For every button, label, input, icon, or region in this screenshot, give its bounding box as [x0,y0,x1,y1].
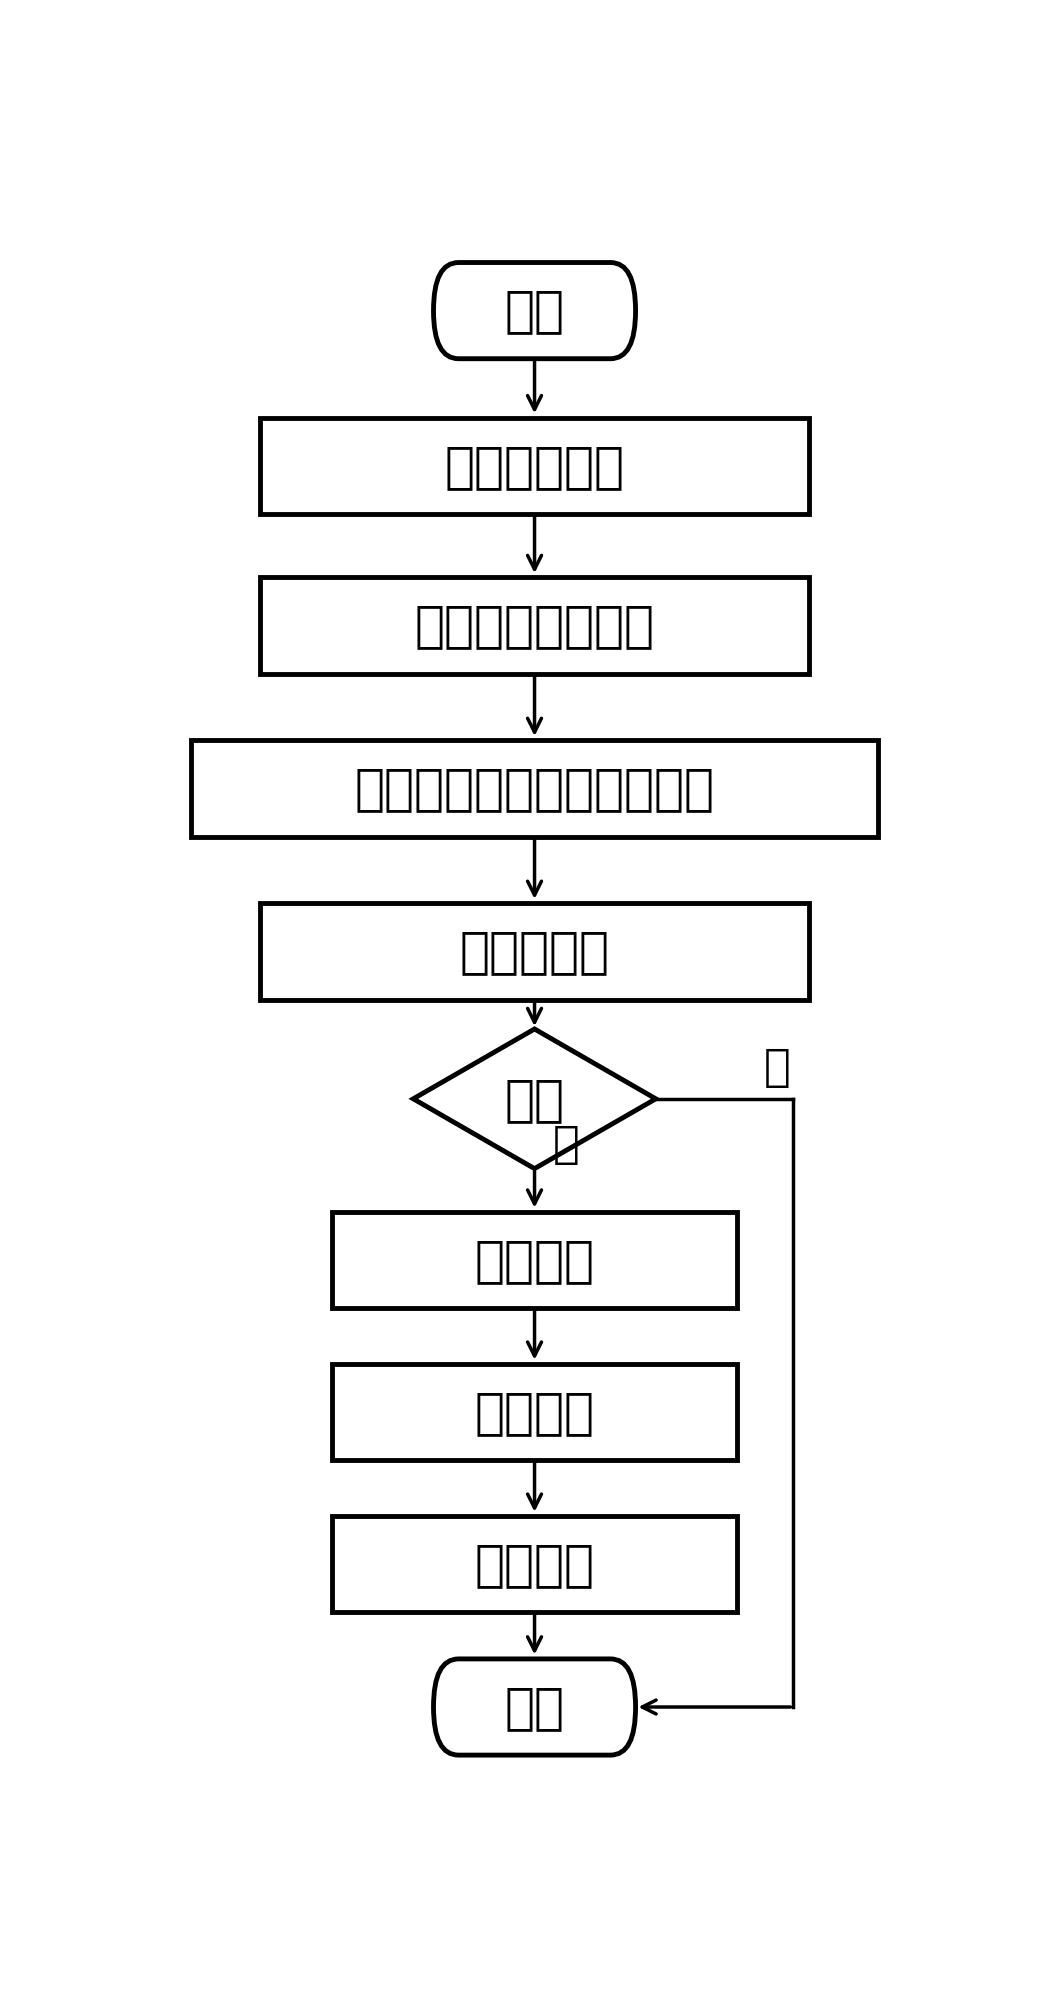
Text: 是: 是 [763,1045,791,1088]
Bar [260,904,809,1001]
Text: 收敛: 收敛 [505,1075,564,1124]
Text: 构建等效模型: 构建等效模型 [444,443,625,491]
Polygon shape [413,1029,656,1168]
Text: 构建柔性变形单元并初始化: 构建柔性变形单元并初始化 [355,765,714,814]
Text: 次脉生长: 次脉生长 [475,1388,595,1436]
Text: 有限元分析: 有限元分析 [460,928,609,977]
Bar [260,419,809,516]
FancyBboxPatch shape [434,264,635,361]
FancyBboxPatch shape [434,1660,635,1756]
Text: 全局优化: 全局优化 [475,1541,595,1589]
Bar [333,1517,736,1613]
Text: 结束: 结束 [505,1684,564,1732]
Bar [333,1363,736,1460]
Text: 初始化有限元模型: 初始化有限元模型 [414,602,655,651]
Text: 开始: 开始 [505,288,564,336]
Text: 否: 否 [553,1122,579,1166]
Bar [333,1212,736,1309]
Text: 主脉生长: 主脉生长 [475,1237,595,1285]
Bar [191,741,878,838]
Bar [260,578,809,675]
